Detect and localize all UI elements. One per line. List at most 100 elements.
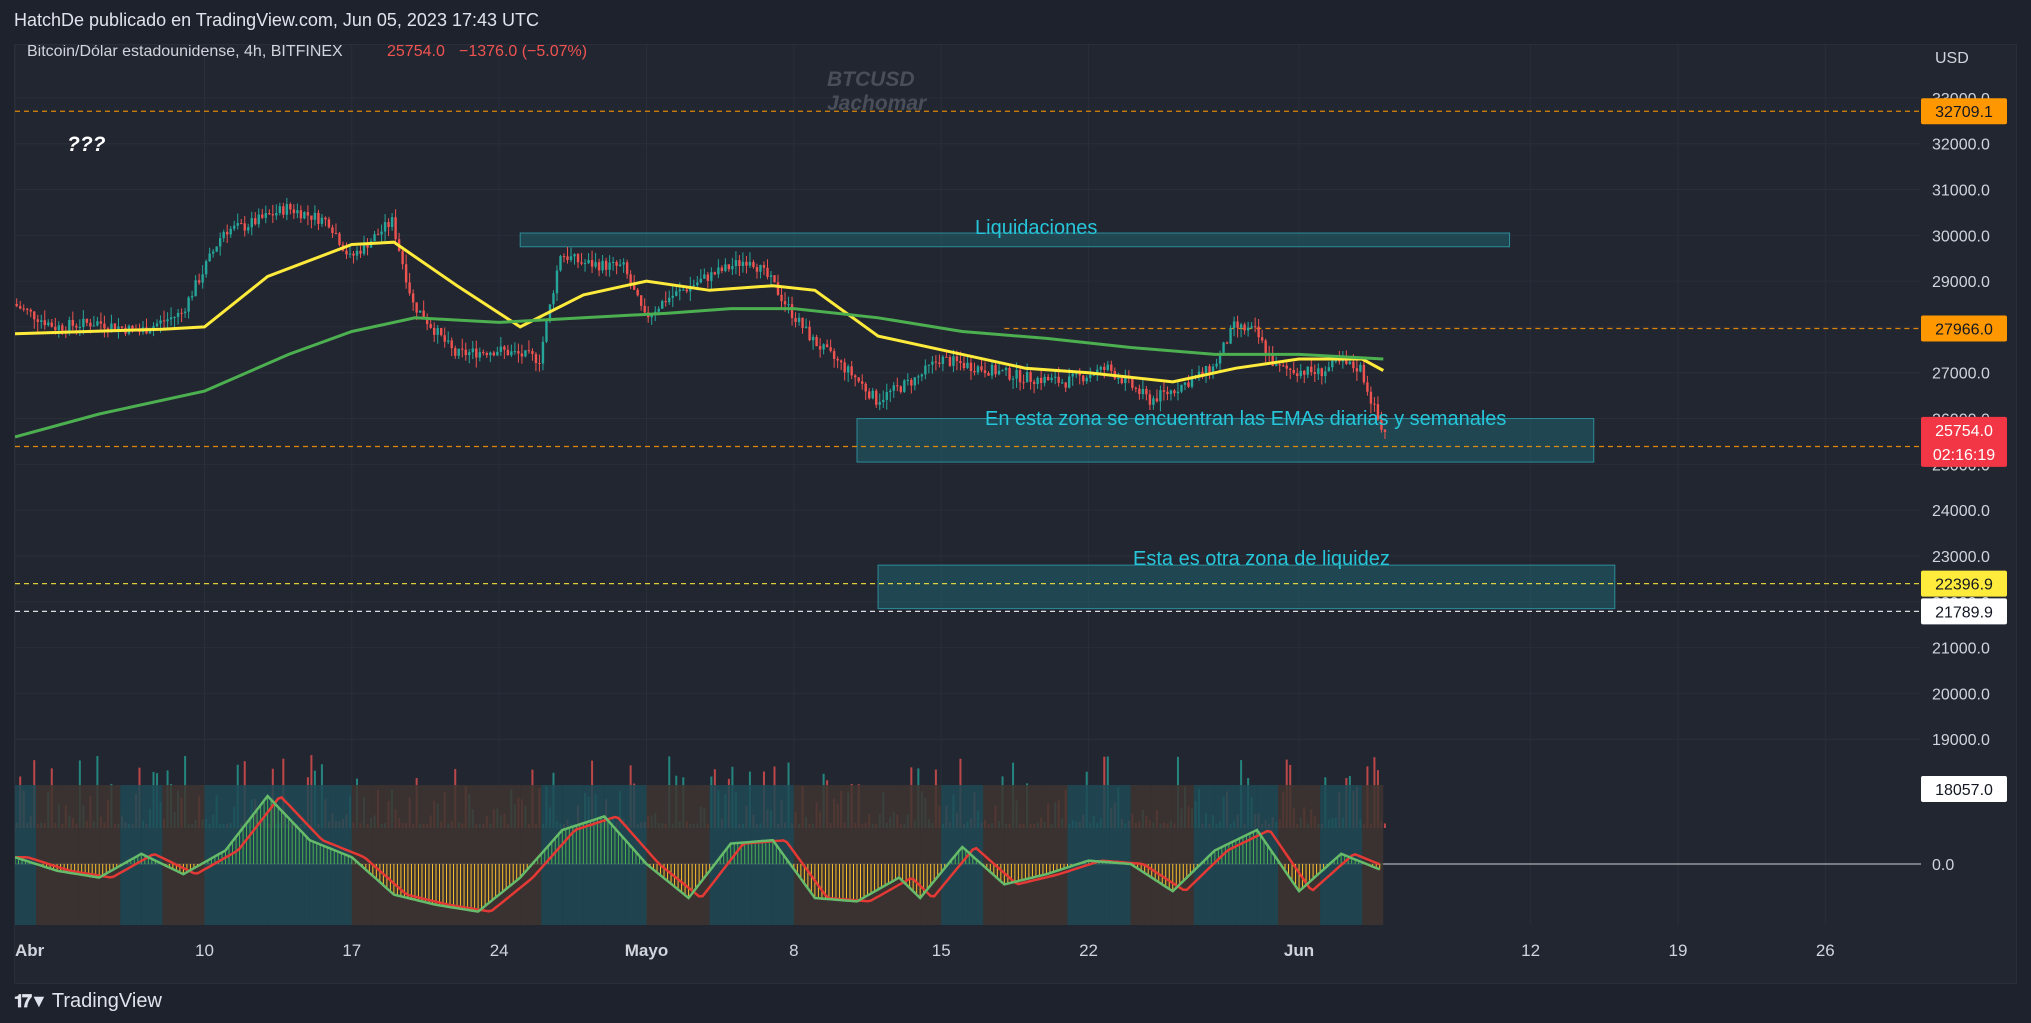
candle-body (1057, 376, 1060, 383)
candle-body (106, 328, 110, 331)
candle-body (850, 366, 853, 376)
horizontal-levels (15, 110, 1921, 612)
candle-body (1145, 389, 1148, 395)
candle-body (89, 322, 92, 327)
level-badge-bg (1921, 315, 2007, 342)
level-badge-bg (1921, 570, 2007, 597)
candle-body (1229, 328, 1232, 344)
candle-body (1215, 363, 1218, 367)
candle-body (218, 238, 222, 247)
oscillator-background (1109, 785, 1131, 925)
oscillator-background (57, 785, 79, 925)
candle-body (555, 270, 559, 294)
candle-body (615, 261, 618, 266)
candle-body (959, 360, 962, 363)
candle-body (1324, 371, 1327, 377)
price-tick-label: 21000.0 (1932, 641, 1990, 658)
time-tick-label: Jun (1284, 941, 1314, 960)
candle-body (875, 390, 878, 405)
candle-body (1197, 371, 1201, 377)
oscillator-background (120, 785, 142, 925)
time-tick-label: Abr (15, 941, 45, 960)
time-tick-label: 10 (195, 941, 214, 960)
candle-body (1110, 364, 1113, 371)
candle-body (1222, 342, 1225, 353)
candle-body (489, 352, 492, 356)
candle-body (345, 250, 348, 255)
candle-body (1345, 359, 1348, 364)
price-axis-labels: 32709.127966.025389.422396.921789.925754… (1921, 98, 2007, 802)
chart-canvas[interactable]: 0.0 19000.020000.021000.022000.023000.02… (15, 45, 2018, 985)
candle-body (1148, 394, 1152, 405)
oscillator-background (15, 785, 37, 925)
candle-body (1236, 321, 1239, 328)
candle-body (678, 289, 681, 292)
candle-body (1082, 375, 1085, 382)
candle-body (868, 391, 871, 399)
candle-body (338, 233, 341, 245)
time-tick-label: 26 (1816, 941, 1835, 960)
oscillator-background (162, 785, 184, 925)
candle-body (85, 318, 89, 323)
candle-body (1362, 364, 1366, 383)
candle-body (75, 325, 78, 328)
candle-body (969, 362, 973, 372)
tradingview-brand[interactable]: TradingView (51, 989, 162, 1012)
candle-body (1089, 374, 1092, 378)
candle-body (275, 213, 278, 216)
candle-body (938, 362, 941, 364)
oscillator-background (899, 785, 921, 925)
candle-body (236, 223, 239, 226)
candle-body (587, 260, 590, 264)
candle-body (1131, 378, 1134, 388)
candle-body (240, 223, 243, 225)
candle-body (903, 380, 906, 392)
candle-body (520, 353, 524, 357)
candle-body (92, 325, 96, 327)
candle-body (447, 340, 450, 342)
candle-body (233, 225, 236, 229)
candle-body (717, 267, 720, 275)
candle-body (731, 266, 734, 270)
candle-body (183, 311, 187, 314)
price-tick-label: 19000.0 (1932, 732, 1990, 749)
zone-rect-2 (877, 564, 1616, 610)
oscillator-background (36, 785, 58, 925)
candle-body (1289, 368, 1292, 370)
candle-body (306, 212, 310, 216)
candle-body (1092, 374, 1095, 376)
candle-body (390, 217, 394, 227)
price-tick-label: 30000.0 (1932, 228, 1990, 245)
candle-body (1218, 352, 1222, 364)
candle-body (846, 366, 850, 373)
candle-body (545, 321, 548, 342)
candle-body (601, 260, 604, 271)
oscillator-background (857, 785, 879, 925)
candle-body (40, 320, 43, 322)
candle-body (597, 262, 601, 271)
oscillator-background (1130, 785, 1152, 925)
oscillator-background (1278, 785, 1300, 925)
candle-body (1310, 366, 1313, 373)
candle-body (822, 344, 825, 350)
candle-body (952, 356, 955, 366)
candle-body (99, 321, 103, 324)
candle-body (327, 219, 331, 228)
oscillator-background (1362, 785, 1384, 925)
candle-body (169, 317, 173, 320)
candle-body (268, 213, 271, 215)
oscillator-background (457, 785, 479, 925)
candle-body (1376, 404, 1380, 420)
candle-body (1208, 366, 1211, 375)
candle-body (229, 228, 232, 235)
level-badge: 27966.0 (1935, 321, 1993, 338)
candle-body (292, 209, 296, 214)
candle-body (920, 374, 924, 377)
ema-lines (15, 240, 1385, 439)
candle-body (632, 284, 636, 290)
oscillator-background (351, 785, 373, 925)
chart-container[interactable]: 0.0 19000.020000.021000.022000.023000.02… (14, 44, 2017, 984)
oscillator-main-line (15, 794, 1381, 913)
candle-body (1162, 390, 1166, 392)
candle-body (1124, 376, 1127, 384)
